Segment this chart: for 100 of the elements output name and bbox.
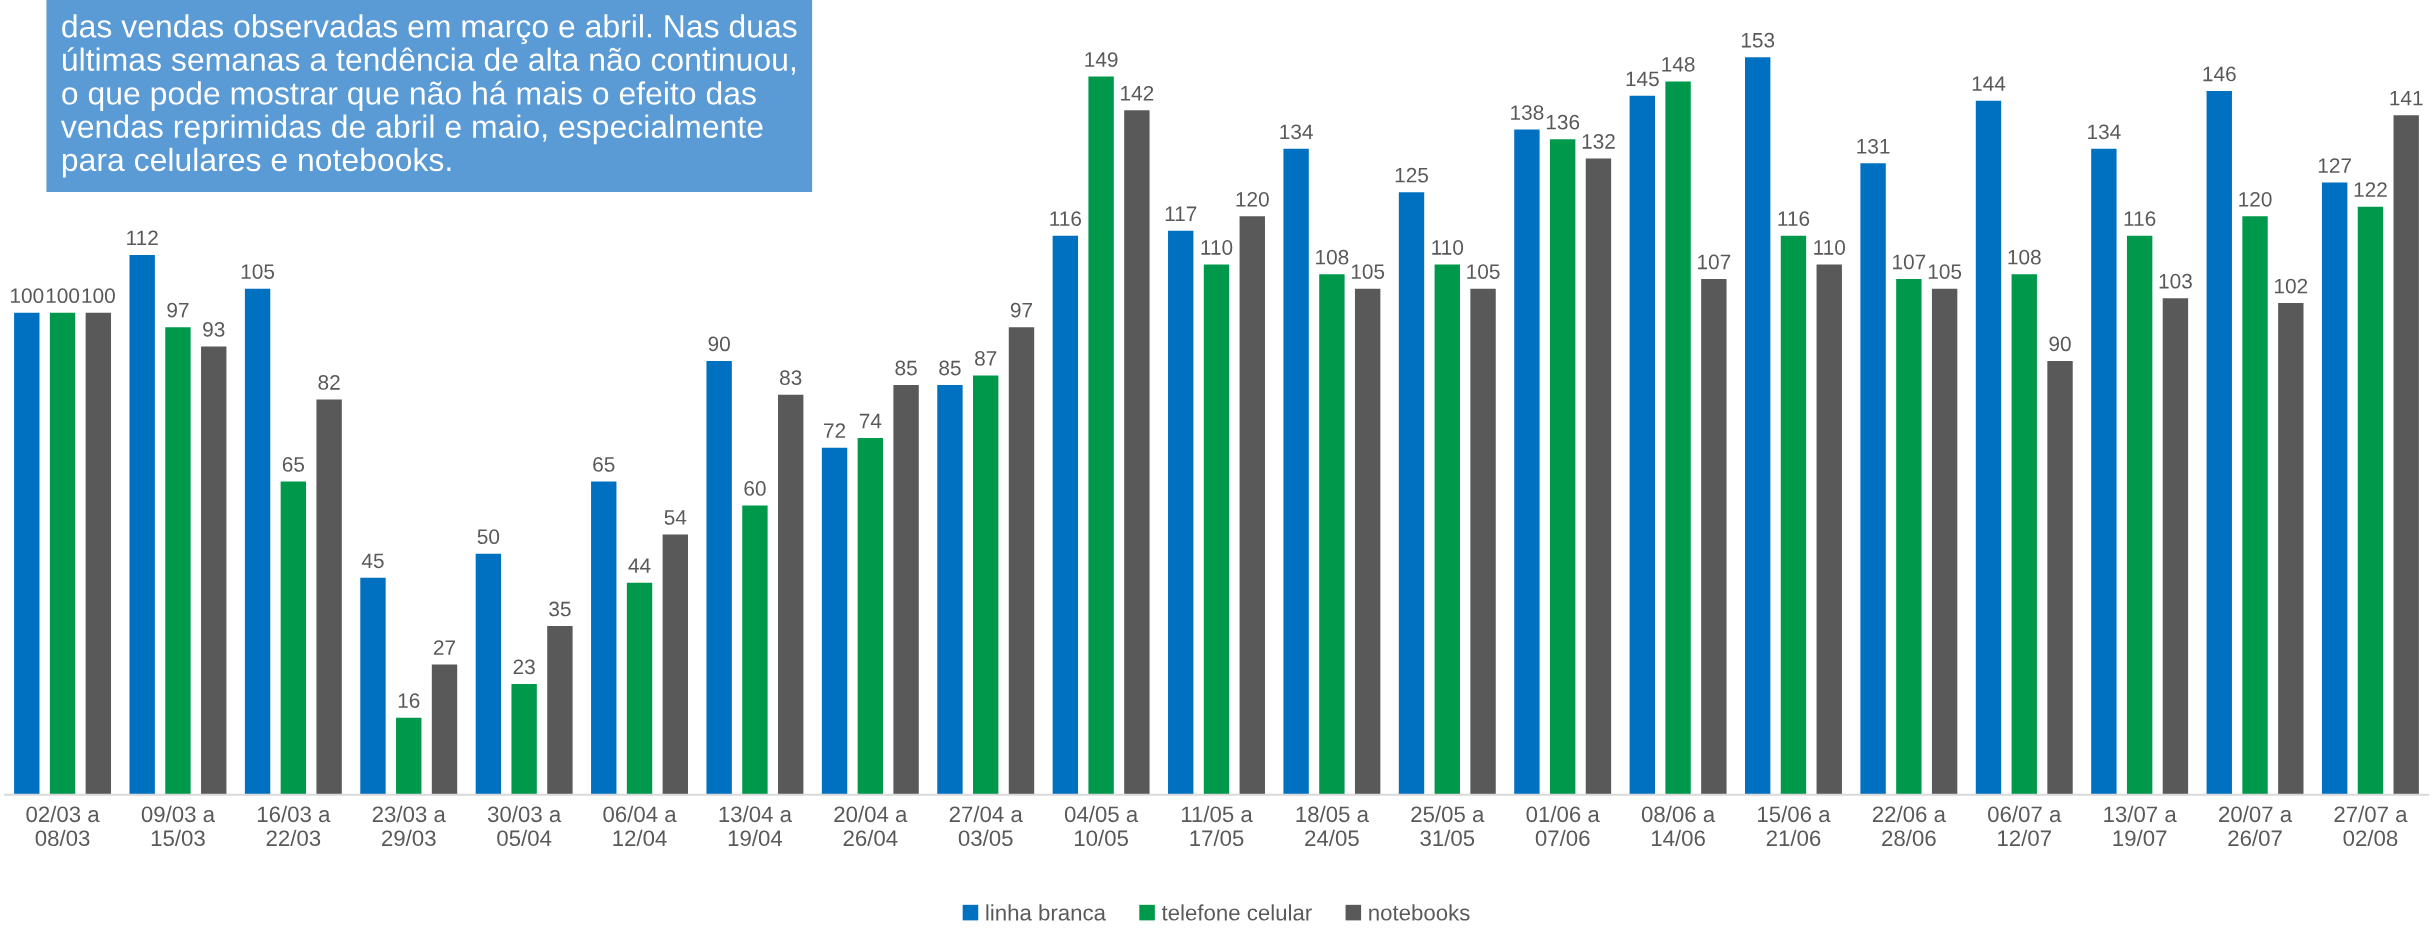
annotation: das vendas observadas em março e abril. Nas duas últimas semanas a tendência de alta não continuou, o que pode mostrar que não há mais o efeito das vendas reprimidas de abril e maio, especialmente para celulares e notebooks. [60,14,797,178]
data-label: 100 [46,288,80,304]
bar [1514,129,1540,795]
data-label: 153 [1741,32,1775,48]
bar [1434,264,1460,795]
bar [1931,288,1958,795]
bar [129,254,155,795]
data-label: 90 [2049,336,2071,352]
data-label: 136 [1546,114,1580,130]
data-label: 149 [1085,52,1118,67]
bar [201,346,227,795]
data-label: 65 [282,457,305,472]
bar [1549,139,1576,795]
data-label: 142 [1121,85,1154,101]
bar [591,481,617,795]
bar [1354,288,1381,795]
x-tick-label: 27/07 a 02/08 [2334,805,2408,847]
x-tick-label: 30/03 a 05/04 [487,805,562,847]
bar [1124,110,1150,795]
x-tick-label: 18/05 a 24/05 [1296,805,1369,847]
data-label: 145 [1626,71,1659,87]
bar [431,664,458,795]
bar [626,582,653,795]
bar [1203,264,1230,795]
data-label: 138 [1511,105,1544,120]
bar [778,394,804,795]
bar [742,505,768,795]
data-label: 105 [1467,264,1500,279]
data-label: 117 [1165,206,1197,221]
data-label: 72 [824,423,846,438]
bar [857,438,884,795]
x-tick-label: 20/07 a 26/07 [2219,805,2293,847]
data-label: 148 [1662,56,1695,72]
data-label: 44 [628,558,651,573]
bar [1665,81,1691,795]
data-label: 125 [1395,167,1429,183]
bar [2011,274,2037,795]
bar [2357,206,2384,795]
x-tick-label: 13/04 a 19/04 [719,805,792,847]
bar [706,360,732,795]
x-tick-label: 16/03 a 22/03 [257,805,331,847]
data-label: 82 [318,375,340,390]
bar [2393,115,2419,795]
data-label: 65 [593,457,615,472]
data-label: 105 [1928,264,1962,279]
data-label: 127 [2318,158,2351,173]
x-tick-label: 06/07 a 12/07 [1988,805,2062,847]
data-label: 97 [167,302,189,318]
data-label: 74 [859,413,882,429]
bar [1283,148,1309,795]
data-label: 23 [513,659,535,675]
bar [937,385,963,795]
data-label: 110 [1814,240,1846,255]
data-label: 120 [2239,191,2272,207]
bar [1239,216,1265,795]
data-label: 132 [1582,134,1615,149]
data-label: 108 [1316,249,1349,265]
bar [2091,148,2117,795]
bar [49,312,76,795]
bar [14,312,40,795]
bar [85,312,112,795]
data-label: 144 [1972,76,2006,91]
data-label: 85 [895,360,917,376]
data-label: 110 [1201,240,1233,255]
data-label: 35 [549,601,571,617]
x-tick-label: 25/05 a 31/05 [1411,805,1485,847]
x-tick-label: 23/03 a 29/03 [372,805,446,847]
x-tick-label: 20/04 a 26/04 [834,805,908,847]
x-tick-label: 27/04 a 03/05 [949,805,1023,847]
data-label: 131 [1857,138,1890,154]
x-tick-label: 11/05 a 17/05 [1181,805,1253,847]
data-label: 108 [2008,249,2041,265]
bar [1319,274,1345,795]
data-label: 100 [82,288,115,304]
bar [165,327,191,795]
bar [2126,235,2153,795]
bar [1168,230,1194,795]
x-tick-label: 04/05 a 10/05 [1064,805,1139,847]
bar [396,717,422,795]
x-tick-label: 15/06 a 21/06 [1758,805,1831,847]
bar [821,447,848,795]
bar [1816,264,1842,795]
data-label: 90 [708,336,730,352]
data-label: 93 [203,322,225,337]
x-tick-label: 13/07 a 19/07 [2104,805,2177,847]
legend-label: notebooks [1369,904,1470,921]
bar [1008,327,1035,795]
data-label: 83 [780,370,802,386]
data-label: 54 [664,510,687,525]
bar [475,553,502,795]
x-tick-label: 06/04 a 12/04 [603,805,677,847]
bar [1398,192,1425,795]
legend-label: linha branca [986,904,1106,921]
data-label: 120 [1236,191,1269,207]
data-label: 105 [1351,264,1385,279]
data-label: 45 [361,553,384,569]
data-label: 134 [2088,124,2121,140]
bar [360,577,386,795]
x-tick-label: 01/06 a 07/06 [1526,805,1600,847]
bar [1896,279,1922,795]
